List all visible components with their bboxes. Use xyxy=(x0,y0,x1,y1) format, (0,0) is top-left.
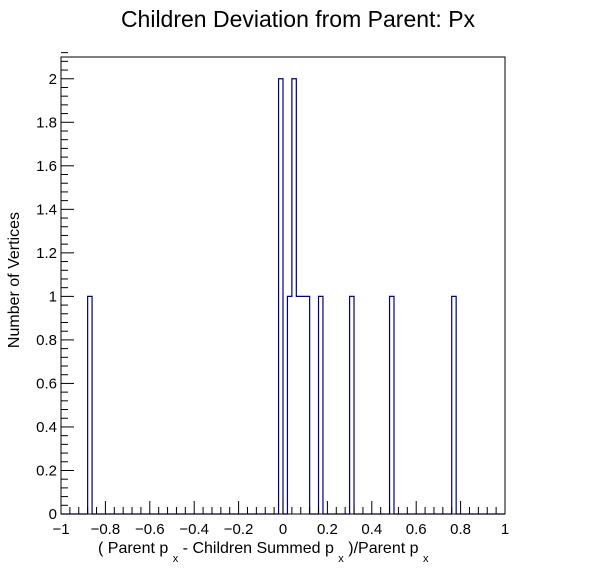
histogram-bin xyxy=(296,296,300,514)
x-axis-title-open: ( Parent p xyxy=(98,540,168,557)
axes: −1 −0.8 −0.6 −0.4 −0.2 0 0.2 0.4 0.6 0.8 1 0 0.2 0.4 0… xyxy=(36,52,509,538)
y-tick-label: 0 xyxy=(49,506,57,523)
x-tick-label: 1 xyxy=(501,521,509,538)
x-axis-title-mid: - Children Summed p xyxy=(183,540,334,557)
histogram-bin xyxy=(88,296,92,514)
histogram-bin xyxy=(301,296,305,514)
y-tick-label: 0.4 xyxy=(36,419,57,436)
histogram-bin xyxy=(287,296,291,514)
x-tick-label: 0.4 xyxy=(361,521,382,538)
histogram-bin xyxy=(279,79,283,514)
x-tick-label: 0.6 xyxy=(406,521,427,538)
x-tick-label: −1 xyxy=(52,521,69,538)
histogram-bin xyxy=(452,296,456,514)
histogram-bin xyxy=(292,79,296,514)
y-tick-label: 0.8 xyxy=(36,332,57,349)
histogram-bin xyxy=(319,296,323,514)
x-axis-title-sub1: x xyxy=(173,553,179,565)
y-tick-label: 1.6 xyxy=(36,158,57,175)
x-axis-title-sub3: x xyxy=(423,553,429,565)
y-tick-label: 1.2 xyxy=(36,245,57,262)
y-tick-label: 1 xyxy=(49,288,57,305)
y-tick-label: 0.6 xyxy=(36,375,57,392)
y-tick-label: 1.4 xyxy=(36,201,57,218)
histogram-bin xyxy=(390,296,394,514)
x-axis-title-sub2: x xyxy=(338,553,344,565)
x-tick-label: −0.4 xyxy=(179,521,209,538)
histogram-outline xyxy=(61,78,505,515)
x-tick-label: 0.2 xyxy=(317,521,338,538)
x-tick-label: 0.8 xyxy=(450,521,471,538)
x-axis-title-close: )/Parent p xyxy=(348,540,418,557)
y-axis-title: Number of Vertices xyxy=(6,212,23,348)
x-tick-label: 0 xyxy=(279,521,287,538)
histogram-bin xyxy=(350,296,354,514)
chart-title: Children Deviation from Parent: Px xyxy=(120,6,476,32)
x-tick-label: −0.2 xyxy=(224,521,254,538)
histogram-layer xyxy=(61,78,505,515)
y-tick-label: 2 xyxy=(49,71,57,88)
y-tick-label: 0.2 xyxy=(36,462,57,479)
y-tick-label: 1.8 xyxy=(36,114,57,131)
x-tick-label: −0.8 xyxy=(91,521,121,538)
x-tick-label: −0.6 xyxy=(135,521,165,538)
x-axis-title: ( Parent p x - Children Summed p x )/Par… xyxy=(98,540,429,566)
histogram-bin xyxy=(305,296,309,514)
